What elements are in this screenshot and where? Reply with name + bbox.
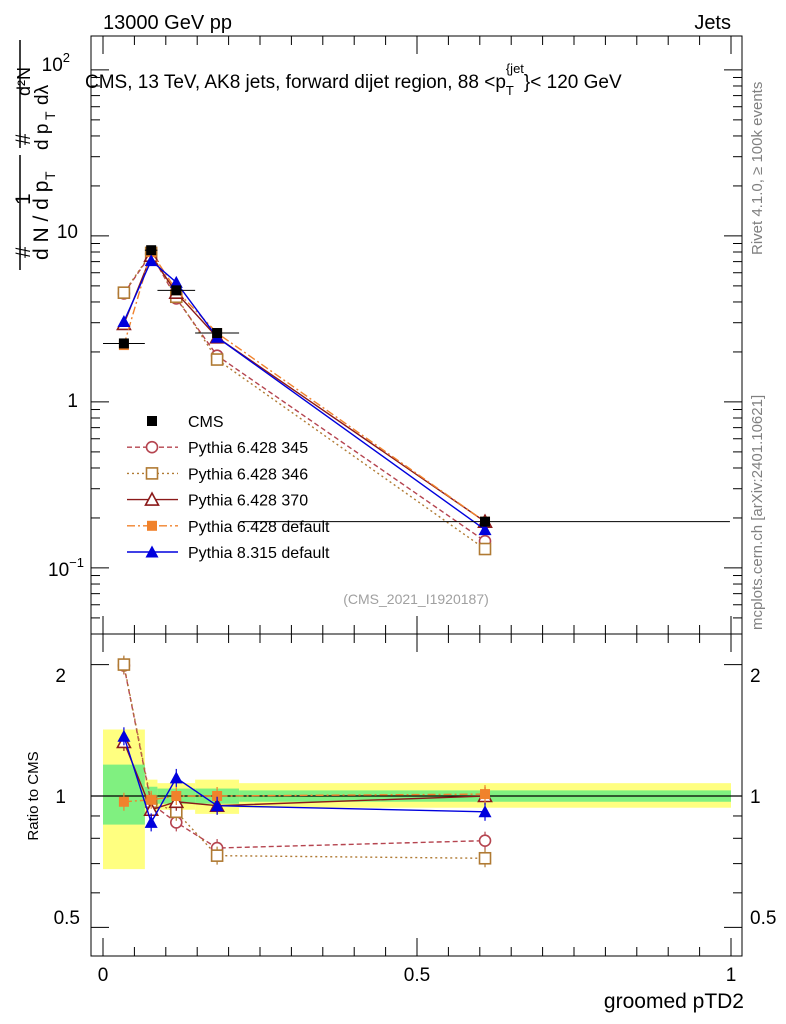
ratio-y-tick-label-right-1: 1	[750, 787, 761, 808]
ratio-y-tick-label-1: 1	[55, 787, 66, 808]
legend-marker	[147, 416, 157, 426]
ratio-point	[171, 790, 182, 801]
ratio-line	[123, 664, 486, 859]
y-label-den-1: d N / d p	[30, 181, 53, 260]
main-panel: 10−1 1 10 102 CMS, 13 TeV, AK8 jets, for…	[42, 35, 743, 635]
data-point	[210, 353, 224, 366]
y-label-den-1-sub: T	[42, 171, 58, 180]
legend-label: Pythia 6.428 346	[188, 466, 308, 483]
data-point	[480, 516, 491, 527]
ratio-ticks	[91, 634, 742, 956]
ratio-series-pythia-6-428-346	[117, 655, 492, 868]
plot-title: CMS, 13 TeV, AK8 jets, forward dijet reg…	[85, 61, 622, 98]
header-left: 13000 GeV pp	[103, 12, 232, 34]
y-label-den-2: d p	[32, 124, 53, 150]
ratio-uncertainty-bands	[103, 729, 732, 870]
legend-marker	[145, 467, 159, 480]
ratio-y-tick-label-2: 2	[55, 666, 66, 687]
y-label-num-hash: #	[12, 246, 35, 258]
legend-label: Pythia 8.315 default	[188, 545, 330, 562]
legend-marker	[147, 520, 157, 531]
main-series	[103, 245, 730, 556]
x-axis-label: groomed pTD2	[604, 990, 744, 1013]
legend: CMS Pythia 6.428 345 Pythia 6.428 346 Pythi…	[127, 414, 330, 562]
ratio-series-pythia-8-315-default	[117, 727, 492, 832]
ratio-series-pythia-6-428-345	[117, 656, 492, 858]
legend-label: Pythia 6.428 default	[188, 519, 330, 536]
data-point	[478, 523, 492, 536]
header-right: Jets	[694, 12, 731, 34]
ratio-y-tick-label-right-2: 2	[750, 666, 761, 687]
y-label-dlambda: dλ	[32, 84, 53, 105]
y-label-hash-2: #	[12, 133, 35, 145]
ratio-point	[210, 849, 224, 862]
rivet-version-label: Rivet 4.1.0, ≥ 100k events	[749, 82, 766, 255]
data-point	[144, 254, 158, 267]
x-tick-label-0: 0	[98, 965, 109, 986]
ratio-point	[480, 789, 491, 800]
legend-marker	[145, 545, 159, 558]
legend-label: Pythia 6.428 345	[188, 440, 308, 457]
ratio-point	[212, 790, 223, 801]
ratio-point	[144, 815, 158, 828]
data-point	[146, 245, 157, 256]
y-label-d2n: d²N	[14, 67, 34, 96]
ratio-point	[478, 834, 492, 847]
y-label-den-2-sub: T	[42, 111, 58, 120]
legend-item-cms: CMS	[147, 414, 224, 431]
data-point	[212, 328, 223, 339]
legend-label: CMS	[188, 414, 224, 431]
legend-marker	[145, 440, 159, 454]
ratio-point	[146, 794, 157, 805]
ratio-series	[116, 655, 493, 868]
ratio-point	[478, 851, 492, 865]
ratio-y-tick-label-right-0.5: 0.5	[750, 908, 776, 929]
data-point	[117, 286, 131, 299]
ratio-panel: 2 1 0.5 2 1 0.5 Ratio to CMS 0 0.5 1 gro…	[25, 633, 776, 1013]
data-point	[117, 315, 131, 328]
y-tick-label-0.1: 10−1	[48, 555, 84, 581]
analysis-watermark: (CMS_2021_I1920187)	[343, 591, 489, 607]
x-tick-label-1: 1	[726, 965, 737, 986]
y-tick-label-1: 1	[67, 391, 78, 412]
series-cms	[103, 245, 730, 527]
y-label-num-1: 1	[12, 193, 35, 205]
x-tick-label-0.5: 0.5	[404, 965, 430, 986]
series-line	[123, 250, 486, 523]
legend-item-pythia-6-428-370: Pythia 6.428 370	[127, 491, 308, 510]
ratio-point	[117, 729, 131, 742]
ratio-series-pythia-6-428-default	[118, 785, 491, 811]
mcplots-label: mcplots.cern.ch [arXiv:2401.10621]	[749, 395, 766, 630]
ratio-y-tick-label-0.5: 0.5	[54, 908, 80, 929]
y-tick-label-100: 102	[42, 50, 70, 76]
ratio-point	[210, 799, 224, 812]
legend-item-pythia-6-428-345: Pythia 6.428 345	[127, 440, 308, 457]
data-point	[478, 542, 492, 556]
y-tick-label-10: 10	[57, 222, 78, 243]
ratio-point	[118, 796, 129, 807]
ratio-point	[478, 805, 492, 818]
ratio-point	[117, 658, 131, 671]
main-ticks	[91, 36, 742, 635]
legend-label: Pythia 6.428 370	[188, 493, 308, 510]
legend-item-pythia-6-428-346: Pythia 6.428 346	[127, 466, 308, 483]
legend-item-pythia-8-315-default: Pythia 8.315 default	[127, 545, 330, 562]
ratio-y-axis-label: Ratio to CMS	[25, 751, 42, 840]
legend-item-pythia-6-428-default: Pythia 6.428 default	[127, 519, 330, 536]
data-point	[171, 285, 182, 296]
data-point	[118, 338, 129, 349]
legend-marker	[144, 491, 160, 506]
ratio-point	[169, 771, 183, 784]
series-pythia-8-315-default	[117, 254, 492, 536]
y-axis-label: # 1 d N / d p T # d²N d p T dλ	[12, 40, 58, 270]
data-point	[169, 275, 183, 288]
